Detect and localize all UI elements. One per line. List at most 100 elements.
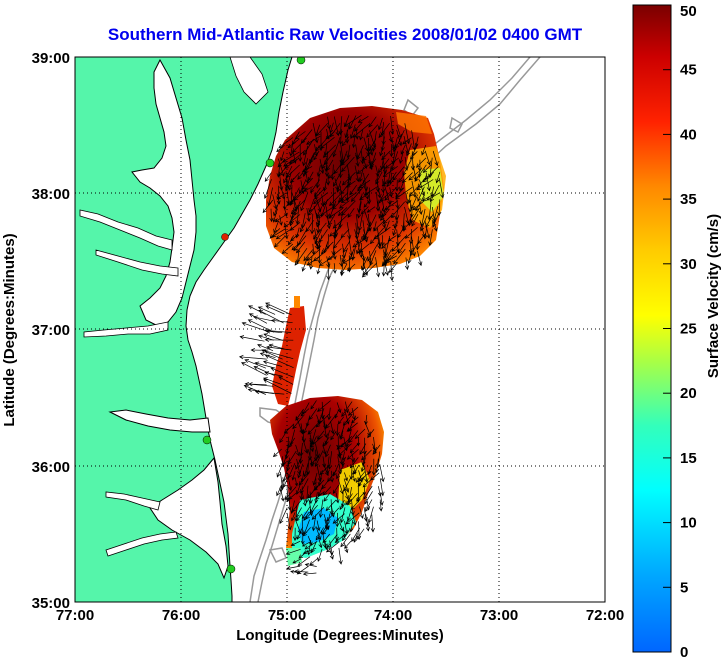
velocity-arrow <box>414 164 427 182</box>
velocity-arrow <box>432 150 439 167</box>
velocity-arrow <box>377 117 383 131</box>
velocity-arrow <box>355 152 360 167</box>
velocity-arrow <box>380 208 390 221</box>
velocity-arrow <box>321 157 328 170</box>
velocity-arrow <box>276 144 285 153</box>
velocity-arrow <box>333 116 340 137</box>
velocity-arrow <box>271 318 293 324</box>
colorbar-tick-label: 0 <box>680 644 688 659</box>
velocity-arrow <box>337 416 345 425</box>
velocity-arrow <box>343 114 362 127</box>
velocity-arrow <box>351 512 357 526</box>
colorbar-tick-label: 45 <box>680 62 697 79</box>
velocity-arrow <box>272 448 282 458</box>
velocity-arrow <box>326 116 332 130</box>
velocity-arrow <box>363 465 369 483</box>
velocity-arrow <box>363 507 368 522</box>
velocity-arrow <box>295 507 302 518</box>
velocity-arrow <box>343 408 350 425</box>
velocity-arrow <box>353 533 358 543</box>
velocity-arrow <box>346 422 358 432</box>
velocity-arrow <box>407 192 412 204</box>
velocity-arrow <box>289 143 294 157</box>
velocity-arrow <box>392 166 405 181</box>
velocity-arrow <box>328 214 336 226</box>
velocity-arrow <box>243 384 266 395</box>
velocity-arrow <box>367 243 379 262</box>
velocity-arrow <box>302 571 317 576</box>
velocity-arrow <box>359 506 364 519</box>
velocity-arrow <box>294 131 306 140</box>
velocity-arrow <box>300 408 310 417</box>
velocity-arrow <box>276 192 287 200</box>
velocity-arrow <box>379 464 385 483</box>
velocity-arrow <box>291 471 296 481</box>
velocity-arrow <box>438 178 445 199</box>
velocity-arrow <box>254 389 285 395</box>
velocity-arrow <box>356 214 361 236</box>
velocity-arrow <box>330 430 337 441</box>
velocity-arrow <box>310 179 320 194</box>
pamlico-river <box>105 491 161 511</box>
velocity-arrow <box>389 187 393 198</box>
y-axis: 39:00 38:00 37:00 36:00 35:00 Latitude (… <box>1 50 70 612</box>
velocity-arrow <box>362 227 371 241</box>
velocity-arrow <box>284 157 300 169</box>
x-tick-label: 74:00 <box>374 607 412 624</box>
velocity-arrow <box>346 507 352 522</box>
velocity-arrow <box>305 458 310 475</box>
velocity-arrow <box>250 347 267 353</box>
velocity-arrow <box>325 173 331 186</box>
velocity-arrow <box>393 248 406 265</box>
velocity-arrow <box>378 499 384 512</box>
velocity-arrow <box>297 463 304 479</box>
velocity-arrow <box>370 514 375 533</box>
velocity-arrow <box>328 546 334 560</box>
velocity-arrow <box>319 158 325 174</box>
velocity-arrow <box>289 212 295 227</box>
station-marker <box>296 57 306 65</box>
velocity-arrow <box>332 484 339 494</box>
velocity-arrow <box>377 486 382 497</box>
velocity-arrow <box>328 207 344 219</box>
velocity-arrow <box>351 137 356 149</box>
velocity-arrow <box>291 497 304 513</box>
velocity-arrow <box>342 241 351 253</box>
velocity-arrow <box>362 479 372 488</box>
velocity-arrow <box>342 528 351 542</box>
velocity-arrow <box>395 186 413 200</box>
velocity-arrow <box>356 491 365 502</box>
delaware-bay <box>229 57 269 105</box>
velocity-arrow <box>332 136 341 158</box>
velocity-arrow <box>254 361 275 369</box>
velocity-arrow <box>287 472 293 492</box>
velocity-arrow <box>309 213 315 235</box>
velocity-arrow <box>280 491 285 502</box>
velocity-arrow <box>402 137 412 145</box>
velocity-arrow <box>303 422 309 435</box>
velocity-arrow <box>322 178 328 192</box>
velocity-arrow <box>336 441 346 450</box>
velocity-arrow <box>329 227 341 237</box>
velocity-arrow <box>271 228 286 238</box>
velocity-arrow <box>384 187 397 201</box>
colorbar-label: Surface Velocity (cm/s) <box>705 214 722 378</box>
velocity-arrow <box>391 235 407 252</box>
velocity-arrow <box>425 172 431 192</box>
velocity-arrow <box>298 550 309 559</box>
rappahannock-river <box>95 249 179 277</box>
velocity-arrow <box>301 430 306 443</box>
velocity-arrow <box>318 499 324 518</box>
velocity-arrow <box>421 144 427 156</box>
velocity-arrow <box>308 171 314 181</box>
velocity-arrow <box>340 192 357 204</box>
velocity-arrow <box>362 179 370 200</box>
velocity-arrow <box>317 534 323 549</box>
pamlico-sound <box>149 456 229 580</box>
velocity-arrow <box>361 256 369 271</box>
station-marker <box>202 435 212 445</box>
velocity-arrow <box>304 541 318 550</box>
velocity-arrow <box>391 137 396 150</box>
velocity-arrow <box>349 184 357 196</box>
